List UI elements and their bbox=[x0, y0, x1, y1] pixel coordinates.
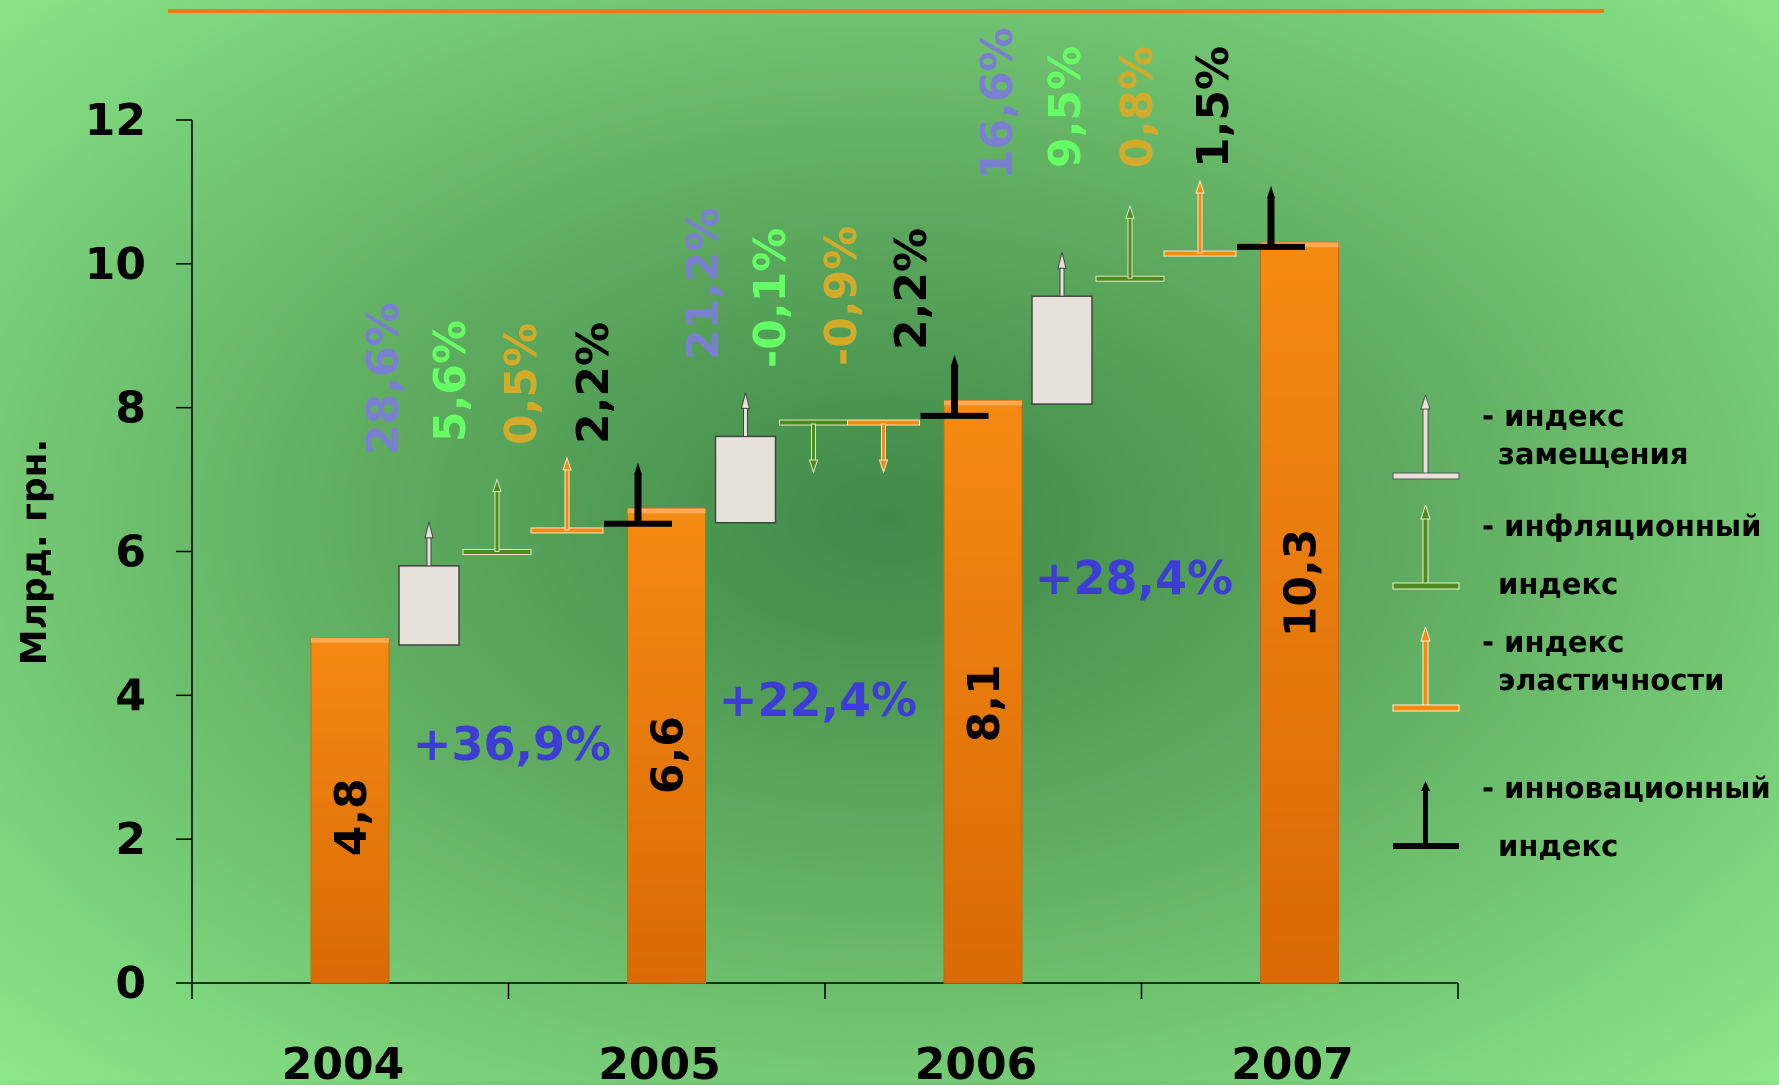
index-stem bbox=[1197, 190, 1203, 254]
bar bbox=[1260, 241, 1339, 984]
index-percent-label: 1,5% bbox=[1188, 46, 1239, 168]
legend-label-replacement: - индекс замещения bbox=[1482, 397, 1779, 473]
replacement-index-box bbox=[398, 565, 460, 646]
bar bbox=[943, 399, 1023, 984]
bar bbox=[627, 507, 706, 984]
index-percent-label: 5,6% bbox=[425, 320, 476, 442]
y-axis-title: Млрд. грн. bbox=[14, 439, 55, 665]
index-stem bbox=[811, 423, 816, 463]
index-percent-label: 0,8% bbox=[1112, 46, 1163, 168]
replacement-index-arrow bbox=[1057, 252, 1067, 269]
index-percent-label: -0,9% bbox=[816, 226, 867, 366]
growth-label: +36,9% bbox=[413, 717, 611, 771]
x-category-label: 2007 bbox=[1231, 1039, 1353, 1081]
index-base bbox=[1237, 243, 1305, 250]
index-stem bbox=[564, 467, 570, 531]
bar bbox=[310, 637, 390, 984]
index-stem bbox=[1267, 195, 1275, 246]
legend-text-innovation-2: индекс bbox=[1498, 829, 1619, 863]
y-tick-label: 4 bbox=[115, 670, 146, 721]
replacement-index-stem bbox=[743, 405, 748, 437]
index-percent-label: 21,2% bbox=[678, 207, 729, 360]
y-tick-label: 6 bbox=[115, 527, 146, 578]
index-arrow bbox=[562, 456, 572, 471]
index-arrow bbox=[1267, 185, 1275, 198]
y-tick-label: 8 bbox=[115, 383, 146, 434]
replacement-index-arrow bbox=[424, 521, 434, 539]
legend-swatch-elasticity bbox=[1392, 627, 1460, 712]
legend: - индекс замещения - инфляционный индекс bbox=[1390, 395, 1779, 875]
legend-swatch-replacement bbox=[1392, 395, 1460, 480]
legend-text-inflation-2: индекс bbox=[1498, 567, 1619, 601]
index-arrow bbox=[1195, 179, 1205, 194]
index-percent-label: 16,6% bbox=[972, 27, 1023, 180]
replacement-index-box bbox=[714, 435, 777, 524]
index-arrow bbox=[1125, 204, 1135, 219]
index-base bbox=[920, 412, 989, 419]
index-stem bbox=[494, 489, 500, 552]
bar-highlight bbox=[311, 637, 389, 643]
index-percent-label: -0,1% bbox=[745, 228, 796, 368]
x-category-label: 2006 bbox=[915, 1039, 1037, 1081]
legend-label-inflation: - инфляционный индекс bbox=[1482, 507, 1779, 603]
legend-text-elasticity-2: эластичности bbox=[1498, 663, 1725, 697]
index-arrow bbox=[634, 462, 642, 475]
legend-text-innovation-1: - инновационный bbox=[1482, 771, 1771, 805]
index-percent-label: 2,2% bbox=[568, 322, 619, 444]
replacement-index-stem bbox=[1059, 265, 1065, 297]
y-tick-label: 12 bbox=[85, 95, 146, 146]
bar-highlight bbox=[944, 400, 1022, 406]
index-base bbox=[604, 520, 672, 527]
index-percent-label: 9,5% bbox=[1040, 46, 1091, 168]
bar-value-label: 10,3 bbox=[1276, 529, 1327, 638]
replacement-index-stem bbox=[426, 535, 432, 567]
bar-value-label: 4,8 bbox=[326, 778, 377, 856]
growth-label: +22,4% bbox=[719, 673, 917, 727]
top-rule bbox=[168, 9, 1604, 13]
index-arrow bbox=[808, 459, 819, 474]
x-category-label: 2005 bbox=[598, 1039, 720, 1081]
y-tick-label: 2 bbox=[115, 814, 146, 865]
index-percent-label: 28,6% bbox=[358, 302, 409, 455]
legend-label-innovation: - инновационный индекс bbox=[1482, 769, 1779, 865]
index-stem bbox=[634, 472, 642, 523]
bar-value-label: 8,1 bbox=[959, 664, 1010, 742]
y-tick-label: 10 bbox=[85, 239, 146, 290]
growth-label: +28,4% bbox=[1035, 551, 1233, 605]
y-tick-label: 0 bbox=[115, 958, 146, 1009]
index-stem bbox=[951, 364, 958, 415]
legend-swatch-innovation bbox=[1393, 781, 1459, 849]
bar-value-label: 6,6 bbox=[643, 716, 694, 794]
index-arrow bbox=[492, 477, 502, 492]
index-arrow bbox=[950, 354, 959, 367]
legend-swatch-inflation bbox=[1392, 505, 1460, 590]
legend-text-elasticity-1: - индекс bbox=[1482, 625, 1625, 659]
index-percent-label: 0,5% bbox=[496, 323, 547, 445]
x-category-label: 2004 bbox=[282, 1039, 404, 1081]
legend-text-replacement-1: - индекс bbox=[1482, 399, 1625, 433]
legend-label-elasticity: - индекс эластичности bbox=[1482, 623, 1779, 699]
index-arrow bbox=[878, 459, 889, 474]
legend-text-replacement-2: замещения bbox=[1498, 437, 1689, 471]
legend-text-inflation-1: - инфляционный bbox=[1482, 509, 1762, 543]
index-percent-label: 2,2% bbox=[886, 228, 937, 350]
replacement-index-arrow bbox=[740, 392, 751, 409]
replacement-index-box bbox=[1031, 295, 1093, 405]
index-stem bbox=[1127, 215, 1133, 279]
index-stem bbox=[881, 423, 886, 463]
bar-highlight bbox=[627, 508, 706, 514]
